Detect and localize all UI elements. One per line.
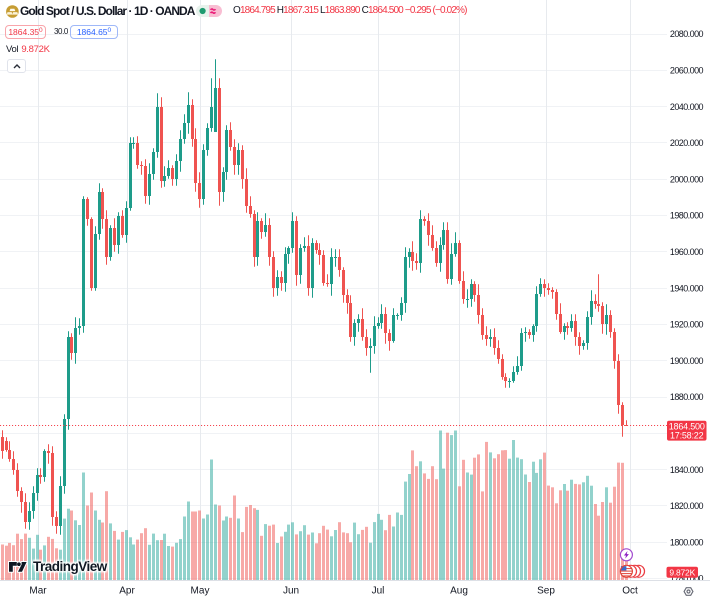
svg-text:Jul: Jul bbox=[372, 586, 385, 597]
svg-text:2080.000: 2080.000 bbox=[670, 29, 704, 39]
svg-text:1940.000: 1940.000 bbox=[670, 283, 704, 293]
svg-text:2020.000: 2020.000 bbox=[670, 138, 704, 148]
svg-text:Apr: Apr bbox=[119, 586, 135, 597]
svg-text:1880.000: 1880.000 bbox=[670, 392, 704, 402]
svg-text:1800.000: 1800.000 bbox=[670, 537, 704, 547]
svg-text:1840.000: 1840.000 bbox=[670, 465, 704, 475]
svg-text:2060.000: 2060.000 bbox=[670, 66, 704, 76]
svg-text:1920.000: 1920.000 bbox=[670, 320, 704, 330]
svg-text:Sep: Sep bbox=[537, 586, 555, 597]
svg-text:May: May bbox=[191, 586, 210, 597]
svg-text:1900.000: 1900.000 bbox=[670, 356, 704, 366]
svg-text:2040.000: 2040.000 bbox=[670, 102, 704, 112]
svg-text:1820.000: 1820.000 bbox=[670, 501, 704, 511]
svg-text:2000.000: 2000.000 bbox=[670, 174, 704, 184]
svg-text:Aug: Aug bbox=[450, 586, 468, 597]
svg-text:Mar: Mar bbox=[29, 586, 47, 597]
svg-text:Jun: Jun bbox=[283, 586, 299, 597]
svg-text:1780.000: 1780.000 bbox=[670, 574, 704, 584]
svg-text:1980.000: 1980.000 bbox=[670, 211, 704, 221]
svg-text:1960.000: 1960.000 bbox=[670, 247, 704, 257]
svg-text:1864.500: 1864.500 bbox=[669, 421, 705, 431]
svg-text:9.872K: 9.872K bbox=[669, 567, 695, 577]
svg-text:Oct: Oct bbox=[622, 586, 638, 597]
svg-text:17:58:22: 17:58:22 bbox=[670, 431, 704, 441]
